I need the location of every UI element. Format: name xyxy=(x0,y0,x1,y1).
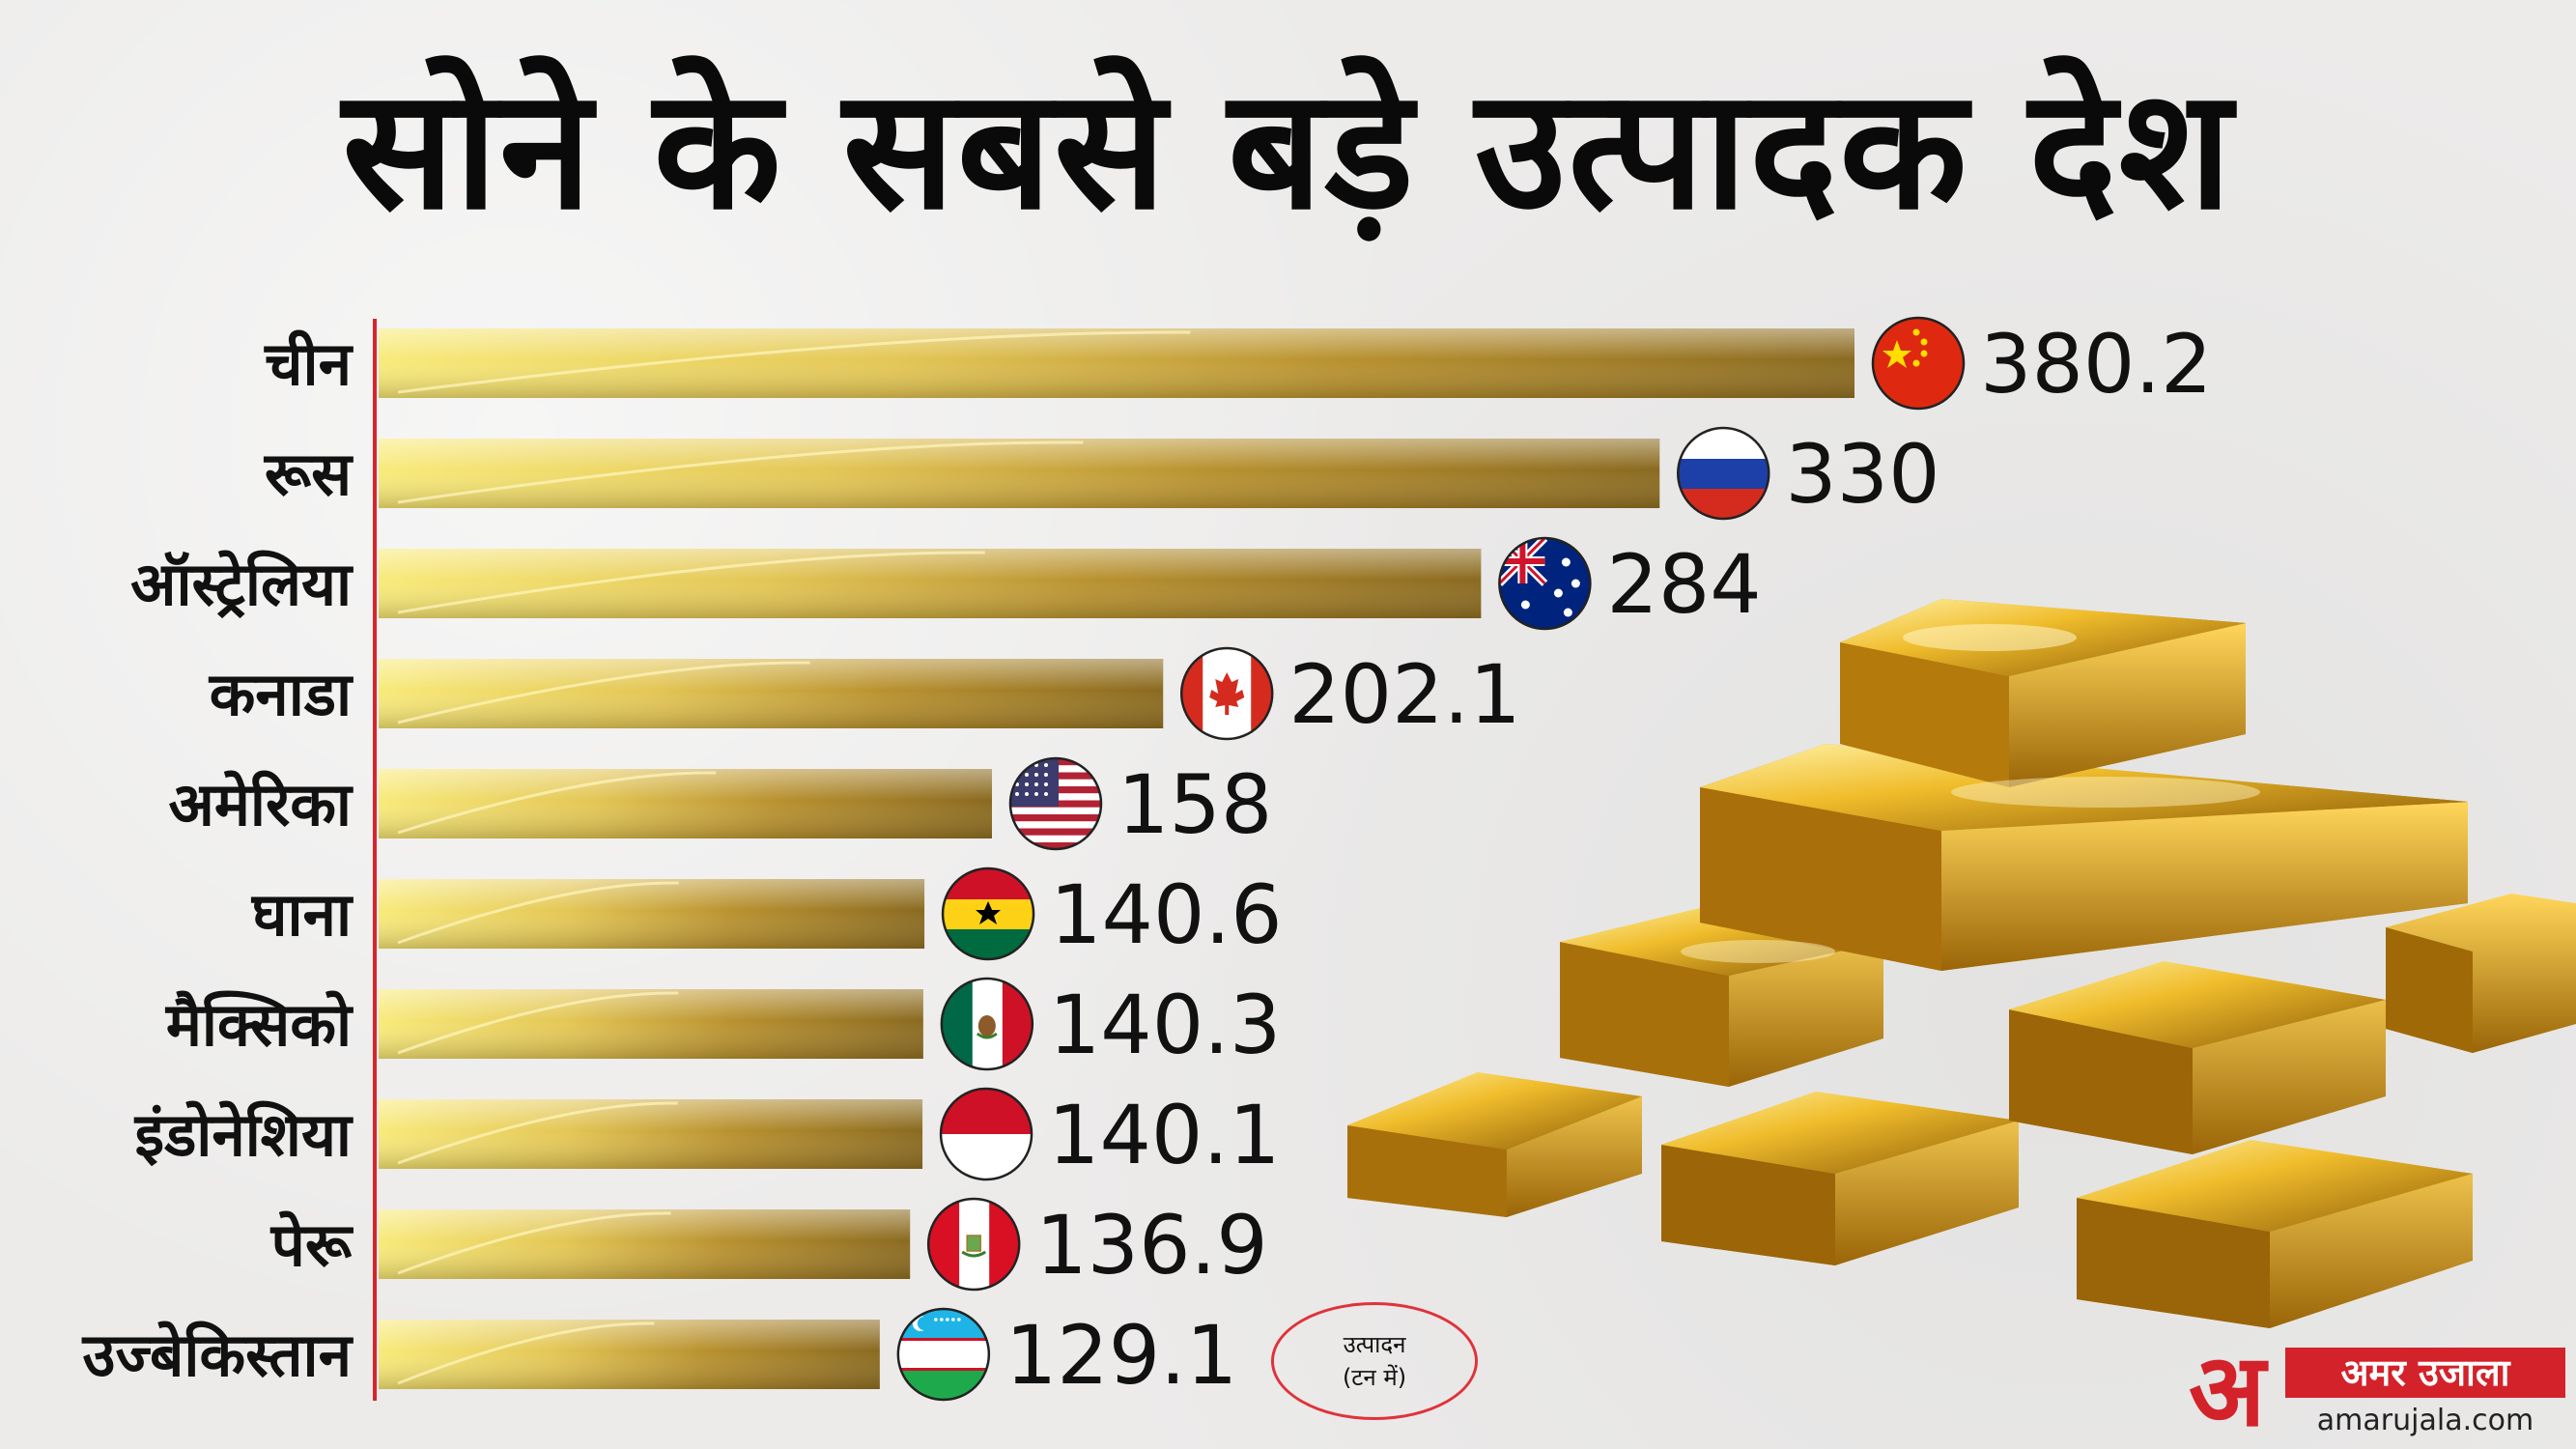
bar-sheen xyxy=(397,440,1084,504)
logo-url: amarujala.com xyxy=(2316,1404,2534,1437)
bar-sheen xyxy=(397,551,985,614)
bar-shade xyxy=(379,989,923,1059)
bar-sheen xyxy=(397,881,679,945)
value-label: 129.1 xyxy=(1005,1308,1237,1403)
bar-sheen xyxy=(397,771,717,835)
category-label: ऑस्ट्रेलिया xyxy=(130,549,354,619)
value-label: 330 xyxy=(1785,427,1939,522)
category-label: चीन xyxy=(264,328,354,399)
bar-shade xyxy=(379,1099,923,1169)
logo-name: अमर उजाला xyxy=(2285,1348,2565,1398)
bar-sheen xyxy=(397,1101,678,1165)
value-label: 140.6 xyxy=(1050,867,1282,962)
australia-flag-icon xyxy=(1498,536,1592,631)
unit-badge-line1: उत्पादन xyxy=(1343,1331,1406,1358)
usa-flag-icon xyxy=(1008,756,1103,851)
bar-shade xyxy=(379,1320,880,1389)
unit-badge-line2: (टन में) xyxy=(1342,1364,1407,1391)
gold-bars-illustration xyxy=(1347,599,2576,1328)
category-label: इंडोनेशिया xyxy=(134,1099,354,1170)
category-label: घाना xyxy=(251,879,354,950)
bar-sheen xyxy=(397,991,679,1055)
category-label: रूस xyxy=(264,439,354,509)
category-label: पेरू xyxy=(270,1209,354,1280)
uzbekistan-flag-icon xyxy=(896,1307,991,1402)
bar-shade xyxy=(379,1209,911,1279)
value-label: 158 xyxy=(1118,757,1272,852)
unit-badge: उत्पादन (टन में) xyxy=(1271,1302,1478,1420)
value-label: 202.1 xyxy=(1288,647,1520,742)
value-label: 380.2 xyxy=(1980,317,2212,412)
peru-flag-icon xyxy=(926,1197,1021,1292)
bar-sheen xyxy=(397,1321,655,1385)
category-label: उज्बेकिस्तान xyxy=(82,1320,354,1390)
chart-title: सोने के सबसे बड़े उत्पादक देश xyxy=(342,52,2234,246)
bar-shade xyxy=(379,328,1854,398)
ghana-flag-icon xyxy=(941,867,1035,961)
bar-shade xyxy=(379,549,1482,618)
value-label: 136.9 xyxy=(1035,1198,1267,1293)
brand-logo: अ अमर उजाला amarujala.com xyxy=(2189,1340,2569,1446)
indonesia-flag-icon xyxy=(939,1087,1033,1181)
bar-shade xyxy=(379,659,1164,728)
value-label: 140.1 xyxy=(1048,1088,1280,1182)
category-label: अमेरिका xyxy=(168,769,353,839)
bar-shade xyxy=(379,439,1660,508)
value-label: 140.3 xyxy=(1049,978,1281,1072)
logo-mark: अ xyxy=(2189,1331,2266,1449)
category-label: मैक्सिको xyxy=(165,989,354,1060)
bar-sheen xyxy=(397,330,1191,394)
category-label: कनाडा xyxy=(209,659,354,729)
value-label: 284 xyxy=(1606,537,1761,632)
bar-shade xyxy=(379,879,925,949)
mexico-flag-icon xyxy=(940,977,1034,1071)
bar-sheen xyxy=(397,1211,671,1275)
russia-flag-icon xyxy=(1676,426,1770,521)
bar-sheen xyxy=(397,661,810,724)
canada-flag-icon xyxy=(1179,646,1274,741)
bar-shade xyxy=(379,769,992,838)
china-flag-icon xyxy=(1871,316,1966,411)
